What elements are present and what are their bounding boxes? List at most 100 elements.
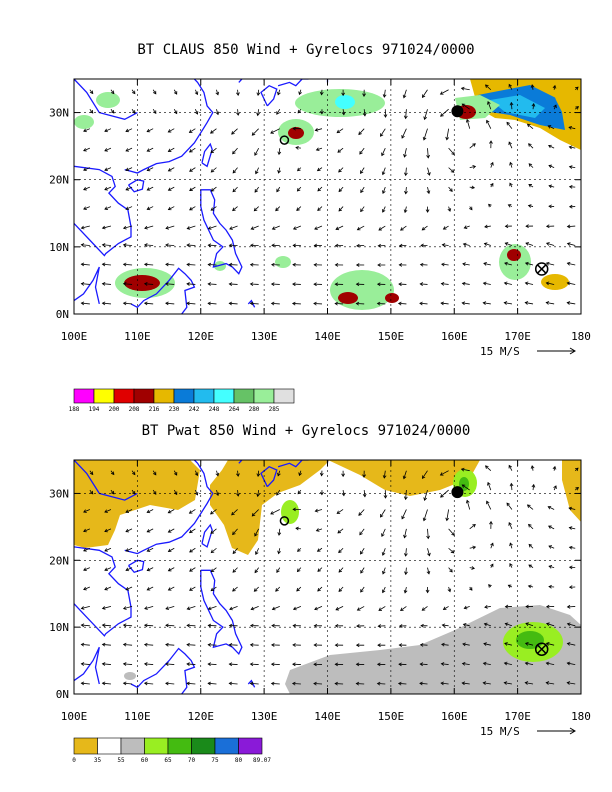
wind-vector-head (207, 282, 212, 286)
colorbar-swatch (173, 388, 195, 404)
claus-coastline (74, 79, 329, 314)
wind-vector-head (356, 624, 360, 628)
wind-vector-head (398, 624, 403, 628)
wind-vector (338, 206, 344, 212)
wind-vector (483, 262, 491, 266)
wind-vector-head (376, 662, 381, 667)
wind-vector-head (292, 662, 296, 667)
wind-vector-head (210, 568, 215, 573)
wind-vector-head (314, 606, 318, 611)
wind-vector-head (314, 226, 318, 230)
wind-vector (173, 470, 178, 476)
wind-vector (123, 263, 133, 266)
wind-vector (446, 509, 450, 521)
colorbar-swatch (214, 737, 239, 755)
wind-vector-head (313, 301, 317, 306)
wind-vector (83, 567, 90, 571)
wind-vector (532, 484, 535, 491)
wind-vector (448, 206, 451, 212)
wind-vector-head (188, 149, 193, 153)
wind-vector (381, 528, 386, 537)
wind-vector-head (508, 522, 512, 526)
wind-vector (441, 263, 449, 266)
colorbar-swatch (233, 388, 255, 404)
wind-vector-head (337, 149, 342, 153)
wind-vector (237, 109, 239, 116)
x-tick-label: 180 (571, 710, 591, 723)
wind-vector-head (104, 586, 108, 591)
wind-vector-head (80, 623, 85, 628)
wind-vector-head (382, 94, 387, 98)
wind-vector-head (548, 545, 553, 549)
wind-vector (504, 282, 513, 285)
wind-vector-head (125, 187, 130, 191)
wind-vector-head (419, 681, 423, 686)
wind-vector-head (420, 243, 424, 248)
wind-vector-head (173, 472, 178, 476)
wind-vector-head (80, 225, 85, 230)
wind-vector-head (381, 152, 385, 157)
wind-vector (237, 89, 239, 96)
wind-vector (469, 143, 476, 149)
wind-vector-head (313, 262, 317, 267)
wind-vector-head (186, 642, 190, 647)
wind-vector-head (125, 509, 130, 513)
wind-vector-head (146, 167, 151, 172)
wind-vector-head (207, 642, 212, 647)
wind-vector-head (125, 528, 130, 533)
wind-vector (423, 509, 428, 521)
wind-vector-head (460, 86, 465, 91)
wind-vector-head (400, 227, 404, 231)
wind-vector (168, 509, 175, 514)
wind-vector (483, 682, 491, 685)
wind-vector (358, 128, 365, 135)
pwat-coastline (74, 460, 329, 694)
wind-vector-head (509, 161, 513, 166)
wind-vector (255, 548, 260, 555)
wind-vector-head (249, 243, 254, 248)
wind-vector-head (574, 86, 579, 91)
wind-vector-head (484, 465, 489, 469)
wind-vector-head (146, 529, 151, 533)
wind-vector (317, 186, 323, 192)
wind-vector-head (313, 643, 317, 647)
wind-vector-head (401, 134, 405, 139)
wind-vector (295, 147, 301, 149)
wind-vector-head (504, 642, 508, 646)
pwat-gyrelocs (279, 486, 549, 656)
wind-vector-head (334, 282, 339, 287)
wind-vector-head (104, 167, 108, 172)
wind-vector-head (376, 301, 381, 306)
wind-vector-head (441, 243, 446, 247)
wind-vector-head (566, 224, 571, 229)
wind-vector (165, 624, 175, 627)
x-tick-label: 130E (251, 710, 278, 723)
wind-vector (531, 84, 534, 90)
wind-vector (567, 282, 576, 285)
coastline (201, 142, 213, 168)
wind-vector (104, 528, 112, 532)
wind-vector (125, 167, 133, 171)
wind-vector-head (275, 588, 279, 592)
wind-vector-head (398, 263, 403, 267)
wind-vector (360, 567, 365, 574)
wind-vector (448, 547, 455, 554)
wind-vector (484, 623, 491, 627)
wind-vector-head (188, 510, 193, 514)
colorbar-label: 55 (117, 757, 125, 764)
wind-vector-head (362, 112, 367, 117)
wind-vector-head (425, 209, 430, 213)
wind-vector-head (337, 529, 342, 534)
wind-vector-head (207, 301, 211, 306)
wind-vector (210, 206, 217, 211)
wind-vector-head (398, 643, 403, 647)
wind-vector (336, 128, 344, 134)
wind-vector-head (527, 204, 532, 208)
reference-vector-head (569, 727, 576, 735)
wind-vector-head (314, 508, 319, 513)
wind-vector-head (165, 243, 169, 248)
wind-vector (359, 528, 365, 535)
wind-vector (548, 185, 555, 188)
wind-vector (123, 644, 133, 646)
wind-vector-head (441, 623, 446, 628)
